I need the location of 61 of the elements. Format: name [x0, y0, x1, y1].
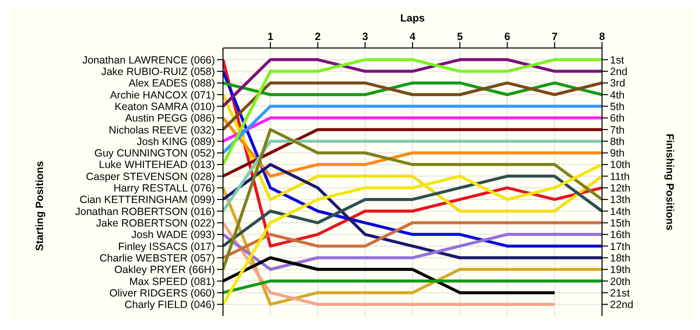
category-label: Archie HANCOX (071) — [110, 89, 215, 102]
x-tick-label: 1 — [267, 31, 274, 43]
y2-tick-label: 3rd — [610, 78, 626, 90]
category-label: Cian KETTERINGHAM (099) — [80, 194, 215, 206]
line-series — [223, 163, 602, 260]
category-label: Oakley PRYER (66H) — [114, 264, 215, 276]
x-tick-label: 5 — [456, 31, 463, 43]
y2-axis-title: Finishing Positions — [663, 134, 676, 231]
x-tick-label: 3 — [362, 31, 368, 43]
line-series — [223, 128, 602, 271]
y2-tick-label: 5th — [610, 100, 625, 113]
y2-tick-label: 22nd — [610, 299, 634, 312]
x-tick-label: 4 — [410, 31, 416, 43]
y2-tick-label: 9th — [610, 148, 625, 160]
category-label: Charlie WEBSTER (057) — [99, 252, 215, 264]
line-series — [223, 116, 602, 178]
category-label: Jonathan LAWRENCE (066) — [82, 54, 215, 66]
category-label: Josh WADE (093) — [131, 229, 215, 242]
y2-tick-label: 4th — [610, 89, 625, 102]
y2-tick-label: 2nd — [610, 66, 628, 78]
y2-tick-label: 8th — [610, 136, 625, 148]
y2-tick-label: 18th — [610, 252, 631, 264]
category-label: Alex EADES (088) — [128, 78, 215, 90]
y2-tick-label: 17th — [610, 240, 631, 253]
x-tick-label: 6 — [504, 31, 510, 43]
y2-tick-label: 10th — [610, 159, 631, 172]
category-label: Guy CUNNINGTON (052) — [94, 148, 215, 160]
y2-tick-label: 6th — [610, 112, 625, 125]
y2-tick-label: 13th — [610, 194, 631, 206]
y2-tick-label: 19th — [610, 264, 631, 276]
category-label: Max SPEED (081) — [129, 276, 215, 288]
y2-tick-label: 7th — [610, 124, 625, 136]
category-label: Jake RUBIO-RUIZ (058) — [101, 66, 215, 78]
y2-tick-label: 21st — [610, 287, 630, 300]
x-tick-label: 7 — [552, 31, 558, 43]
line-series — [223, 174, 602, 248]
category-label: Josh KING (089) — [136, 136, 215, 148]
category-label: Casper STEVENSON (028) — [86, 170, 215, 183]
x-tick-label: 2 — [314, 31, 321, 43]
category-label: Charly FIELD (046) — [124, 299, 215, 312]
category-label: Jake ROBERTSON (022) — [96, 218, 215, 230]
category-label: Jonathan ROBERTSON (016) — [75, 206, 215, 218]
text: Starting Positions — [34, 161, 46, 251]
category-label: Nicholas REEVE (032) — [108, 124, 215, 136]
x-axis-title: Laps — [400, 12, 425, 24]
x-tick-label: 8 — [599, 31, 606, 43]
category-label: Keaton SAMRA (010) — [114, 100, 215, 113]
y2-tick-label: 16th — [610, 229, 631, 242]
y2-tick-label: 14th — [610, 206, 631, 218]
line-series — [223, 232, 602, 271]
y2-tick-label: 11th — [610, 170, 630, 183]
y2-tick-label: 20th — [610, 276, 631, 288]
category-label: Oliver RIDGERS (060) — [109, 287, 215, 300]
category-label: Harry RESTALL (076) — [113, 182, 215, 195]
category-label: Austin PEGG (086) — [125, 112, 215, 125]
line-series — [223, 221, 602, 260]
category-label: Finley ISSACS (017) — [118, 240, 215, 253]
category-label: Luke WHITEHEAD (013) — [98, 159, 215, 172]
y2-tick-label: 15th — [610, 218, 631, 230]
y2-tick-label: 12th — [610, 182, 631, 195]
y2-tick-label: 1st — [610, 54, 624, 66]
